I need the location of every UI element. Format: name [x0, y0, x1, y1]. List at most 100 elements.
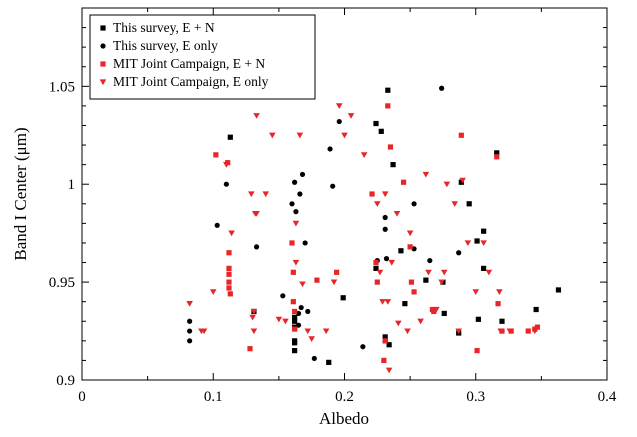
data-point: [474, 348, 480, 354]
data-point: [474, 238, 480, 244]
data-point: [298, 304, 304, 311]
data-point: [378, 128, 384, 134]
data-point: [280, 293, 286, 299]
legend-label: This survey, E only: [113, 38, 218, 53]
data-point: [534, 324, 541, 330]
data-point: [382, 226, 388, 232]
data-point: [441, 310, 447, 317]
data-point: [475, 316, 481, 322]
data-point: [275, 316, 283, 323]
data-point: [458, 132, 464, 138]
data-point: [373, 120, 379, 127]
data-point: [390, 162, 396, 168]
data-point: [290, 299, 296, 305]
data-point: [466, 201, 472, 207]
data-point: [385, 87, 391, 93]
data-point: [400, 179, 407, 185]
legend: This survey, E + N This survey, E only MIT…: [89, 14, 316, 100]
data-point: [269, 132, 276, 139]
data-point: [292, 314, 298, 320]
data-point: [341, 132, 348, 139]
data-point: [302, 240, 308, 246]
data-point: [374, 279, 380, 285]
data-point: [525, 328, 531, 334]
data-point: [326, 359, 332, 365]
data-point: [299, 171, 306, 178]
data-point: [247, 346, 253, 352]
data-point: [496, 289, 503, 295]
data-point: [464, 240, 472, 247]
data-point: [494, 154, 500, 160]
data-point: [290, 269, 296, 275]
data-point: [456, 250, 462, 256]
y-tick-label: 1: [68, 177, 76, 193]
data-point: [497, 328, 504, 335]
legend-marker: [99, 79, 107, 86]
data-point: [555, 287, 562, 293]
data-point: [485, 269, 493, 276]
data-point: [360, 152, 368, 158]
data-point: [292, 179, 298, 185]
x-tick-label: 0.3: [466, 389, 485, 405]
data-point: [226, 271, 232, 277]
data-point: [499, 318, 505, 324]
data-point: [373, 259, 379, 266]
data-point: [250, 308, 258, 315]
y-tick-label: 0.95: [49, 275, 75, 291]
data-point: [383, 256, 390, 262]
x-tick-label: 0.4: [598, 389, 617, 405]
data-point: [187, 338, 193, 344]
data-point: [187, 328, 193, 334]
data-point: [334, 269, 340, 275]
data-point: [439, 85, 445, 91]
data-point: [393, 210, 401, 217]
data-point: [376, 269, 384, 276]
data-point: [382, 214, 388, 221]
data-point: [289, 240, 295, 246]
data-point: [248, 191, 255, 198]
data-point: [347, 113, 355, 119]
data-point: [227, 291, 233, 297]
data-point: [292, 308, 298, 315]
data-point: [250, 328, 258, 335]
data-point: [186, 301, 193, 307]
data-point: [253, 113, 260, 119]
data-point: [411, 246, 417, 252]
x-tick-label: 0.2: [335, 389, 354, 405]
data-point: [531, 328, 539, 335]
y-axis-label: Band I Center (μm): [11, 127, 30, 260]
data-point: [330, 279, 338, 286]
data-point: [223, 181, 229, 187]
legend-box: [89, 14, 316, 100]
data-point: [308, 336, 315, 342]
axis-ticks: 0 0.1 0.2 0.3 0.4 0.9 0.95 1 1.05: [49, 8, 617, 405]
data-point: [223, 162, 230, 168]
data-point: [440, 269, 448, 276]
data-point: [381, 191, 389, 198]
data-point: [322, 328, 330, 335]
data-point: [213, 152, 219, 158]
data-point: [311, 355, 317, 362]
data-point: [289, 201, 295, 207]
data-point: [406, 230, 414, 237]
data-point: [458, 179, 464, 185]
data-point: [226, 279, 232, 285]
data-point: [305, 308, 311, 315]
data-point: [386, 342, 392, 348]
data-point: [417, 318, 424, 325]
data-point: [459, 177, 466, 184]
legend-marker: [100, 25, 106, 31]
data-point: [407, 244, 413, 250]
data-point: [384, 299, 392, 305]
x-tick-label: 0.1: [204, 389, 223, 405]
data-point: [411, 289, 417, 295]
data-point: [408, 279, 415, 285]
data-point: [335, 103, 343, 109]
data-point: [293, 209, 299, 215]
data-point: [495, 301, 501, 307]
data-point: [411, 201, 417, 207]
y-tick-label: 0.9: [56, 373, 75, 389]
data-point: [404, 328, 411, 335]
data-point: [292, 220, 300, 227]
